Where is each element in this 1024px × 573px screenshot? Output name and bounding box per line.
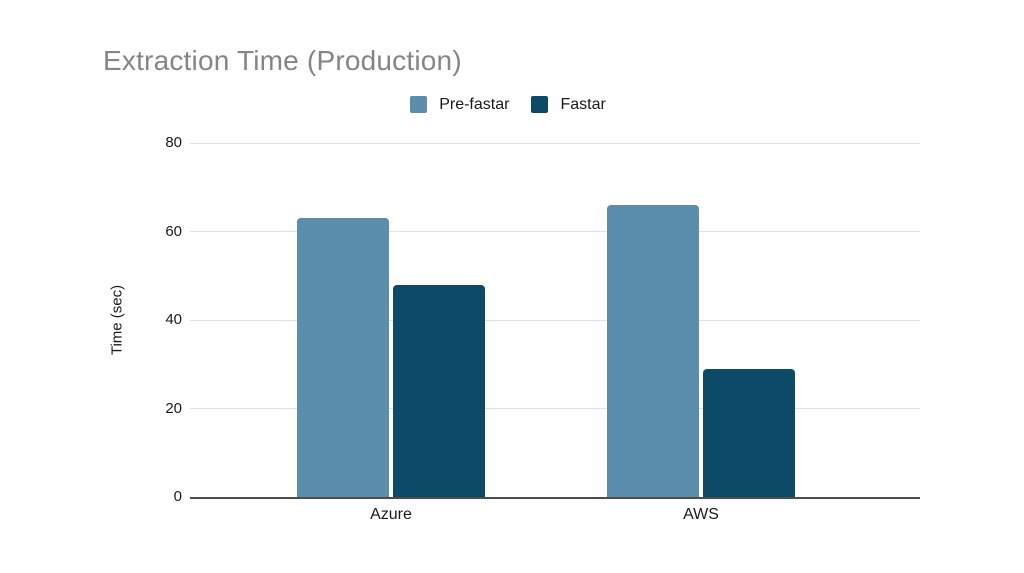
legend-label: Fastar [560, 96, 606, 113]
y-tick-label: 0 [173, 488, 182, 505]
bar-aws-pre-fastar [607, 204, 699, 497]
bar-azure-fastar [393, 284, 485, 497]
chart-title: Extraction Time (Production) [103, 45, 462, 76]
bar-group-aws [607, 204, 795, 497]
x-tick-label-azure: Azure [370, 506, 412, 523]
x-axis-line [190, 497, 920, 499]
y-tick-label: 20 [165, 399, 182, 417]
y-axis-title: Time (sec) [108, 284, 126, 356]
y-tick-label: 80 [165, 134, 182, 151]
chart-legend: Pre-fastar Fastar [0, 96, 1016, 113]
bar-azure-pre-fastar [297, 218, 389, 497]
bar-group-azure [297, 218, 485, 497]
legend-label: Pre-fastar [439, 96, 510, 113]
y-tick-label: 40 [165, 311, 182, 328]
gridline [190, 142, 920, 144]
x-tick-label-aws: AWS [683, 506, 719, 523]
legend-item-fastar: Fastar [531, 96, 606, 113]
gridline [190, 319, 920, 321]
gridline [190, 408, 920, 409]
gridline [190, 231, 920, 232]
legend-item-pre-fastar: Pre-fastar [410, 96, 509, 113]
plot-area [190, 142, 920, 499]
bar-aws-fastar [703, 368, 795, 497]
y-tick-label: 60 [165, 222, 182, 240]
legend-swatch-icon [410, 96, 428, 113]
legend-swatch-icon [531, 96, 549, 113]
